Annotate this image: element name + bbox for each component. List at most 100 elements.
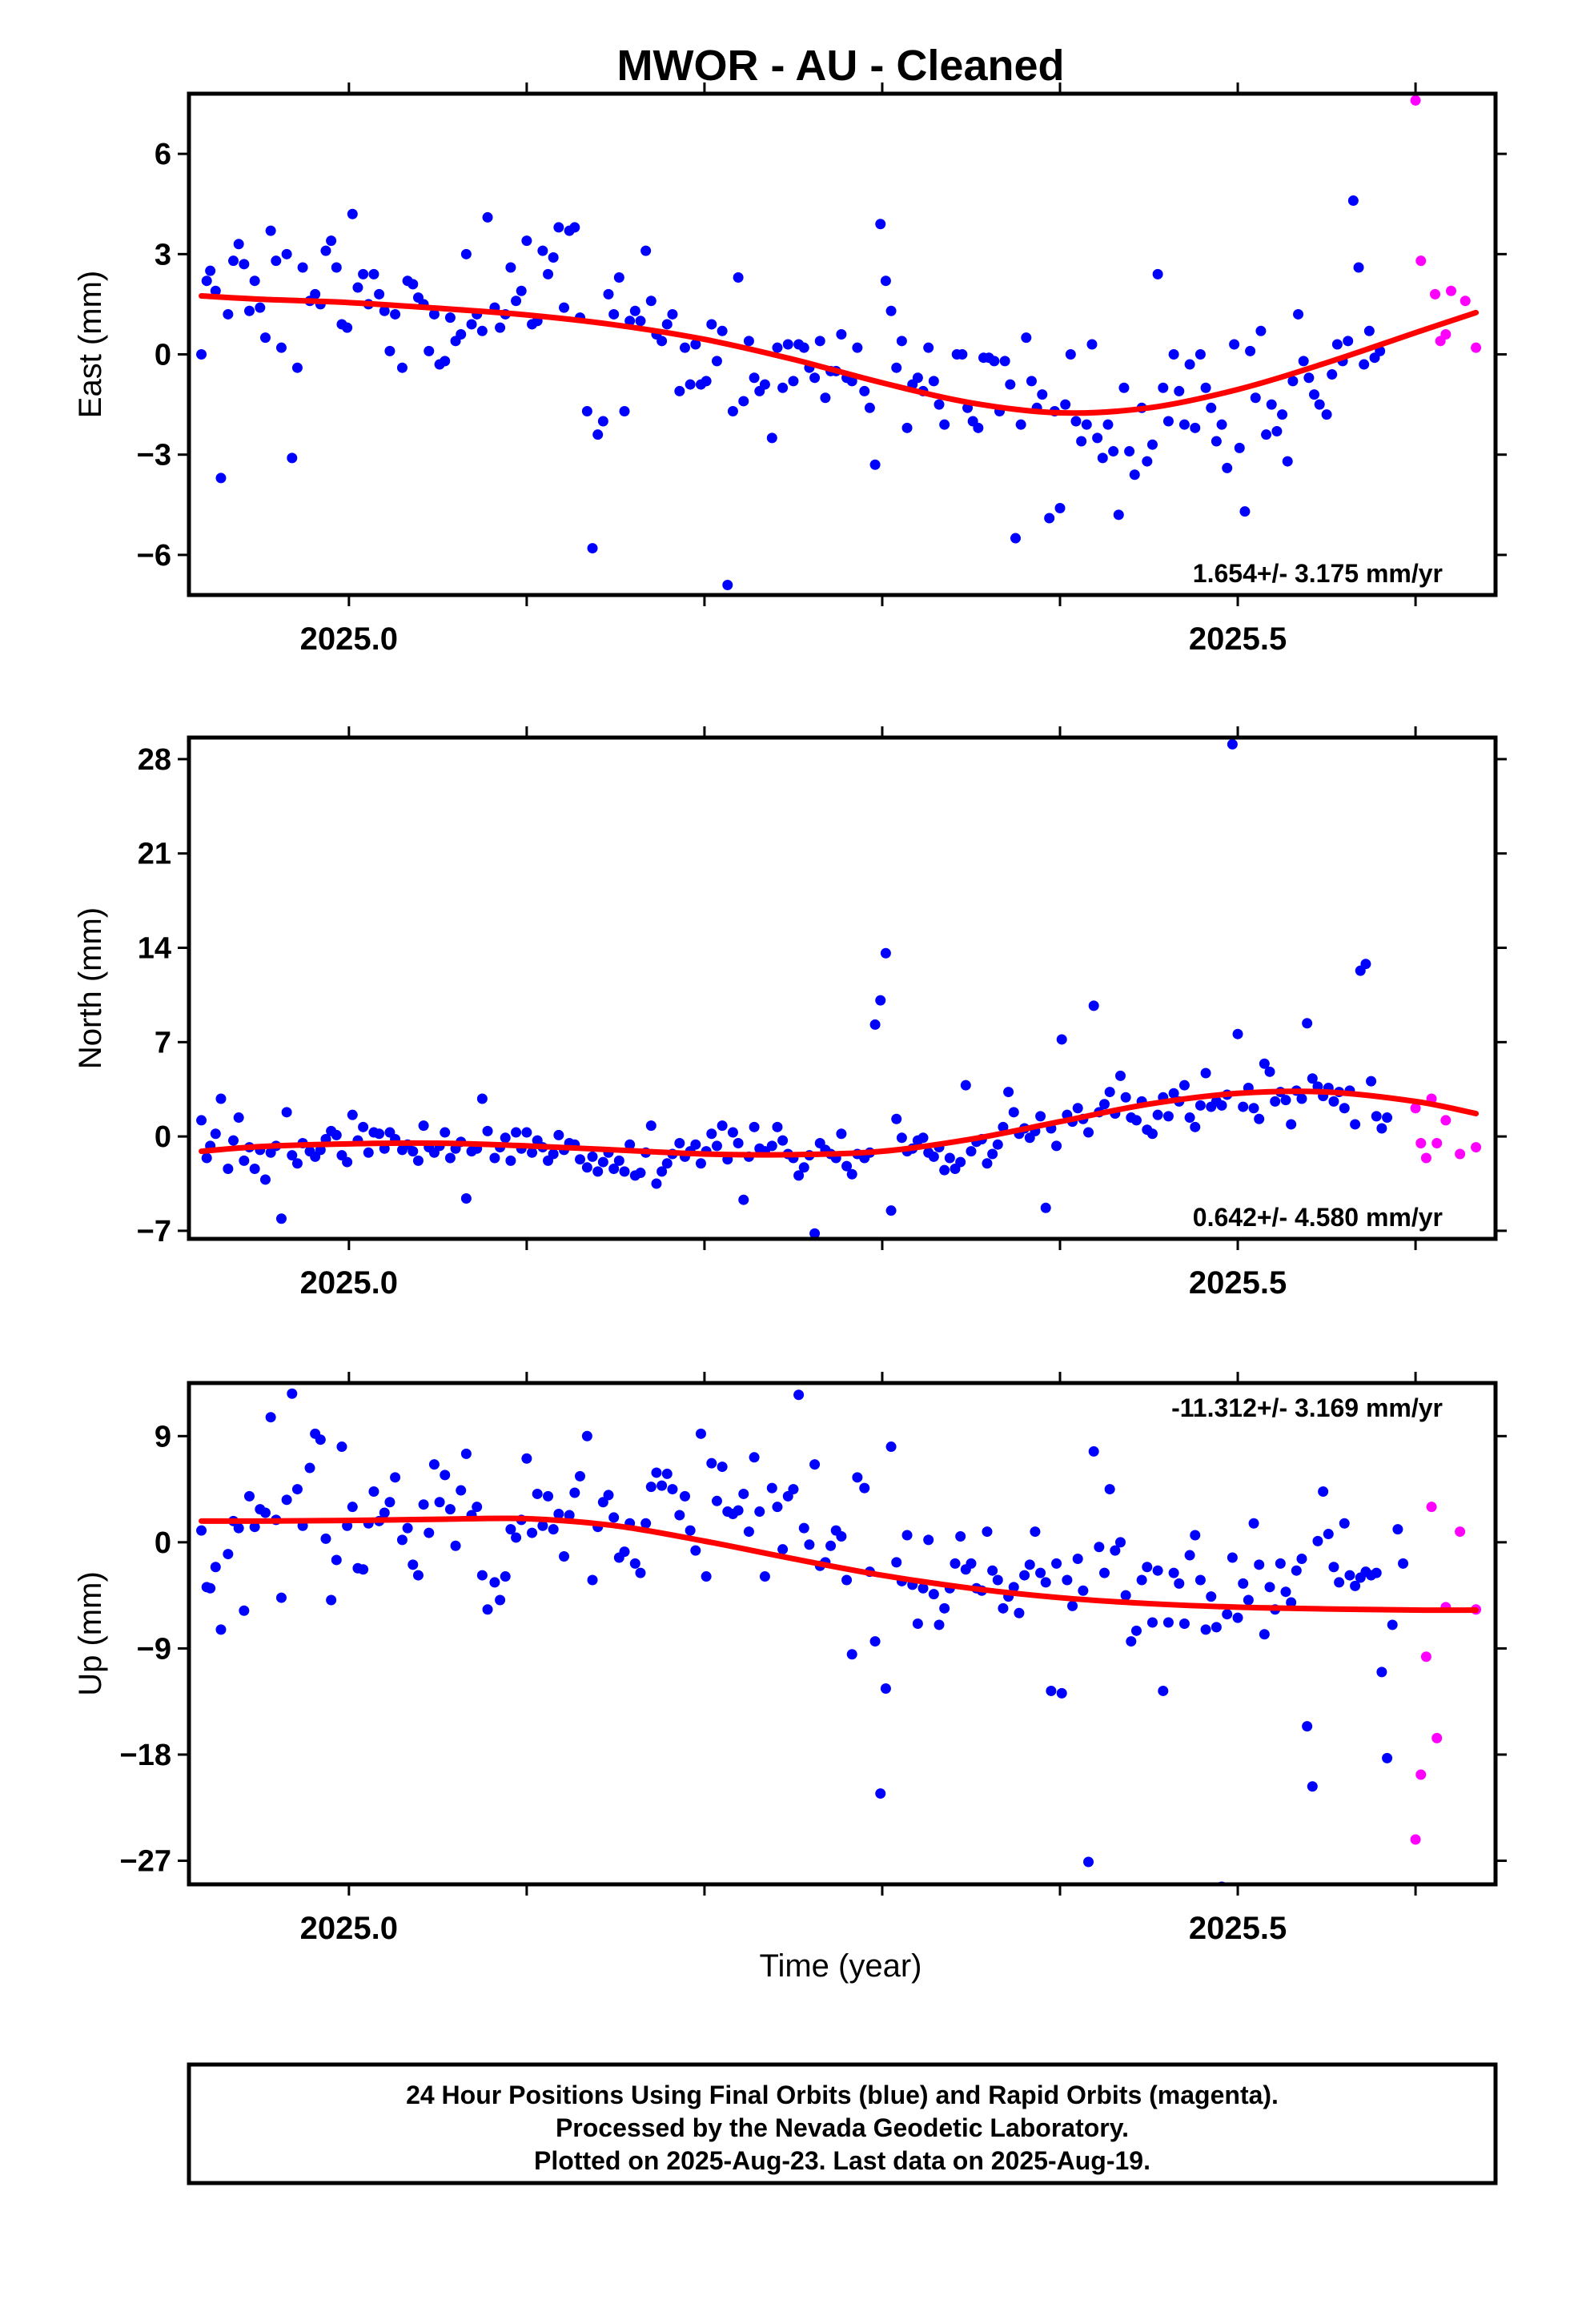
final-orbit-point [733,1505,744,1516]
final-orbit-point [955,1530,966,1542]
final-orbit-point [1146,1128,1158,1140]
final-orbit-point [1392,1524,1403,1535]
final-orbit-point [521,1127,532,1138]
final-orbit-point [749,1452,760,1463]
final-orbit-point [1008,1107,1019,1118]
final-orbit-point [482,1604,493,1615]
final-orbit-point [374,1128,385,1140]
final-orbit-point [1083,1127,1094,1138]
final-orbit-point [537,245,548,256]
final-orbit-point [717,325,728,336]
final-orbit-point [1248,1518,1259,1529]
final-orbit-point [711,356,722,367]
final-orbit-point [809,1459,821,1470]
final-orbit-point [635,1567,646,1578]
final-orbit-point [537,1520,548,1531]
final-orbit-point [1162,416,1174,427]
final-orbit-point [444,1152,456,1164]
final-orbit-point [635,316,646,327]
final-orbit-point [1270,1096,1281,1107]
final-orbit-point [553,1129,564,1140]
final-orbit-point [733,272,744,283]
final-orbit-point [358,1121,369,1132]
final-orbit-point [1088,1000,1099,1011]
final-orbit-point [901,1530,913,1541]
final-orbit-point [1238,1101,1249,1112]
final-orbit-point [1255,325,1267,336]
final-orbit-point [989,356,1000,367]
final-orbit-point [1044,513,1055,524]
final-orbit-point [1243,1594,1254,1606]
final-orbit-point [368,268,379,279]
final-orbit-point [749,372,760,384]
final-orbit-point [619,1546,630,1558]
final-orbit-point [408,1559,419,1570]
final-orbit-point [1065,349,1076,360]
final-orbit-point [619,405,630,416]
final-orbit-point [587,1151,598,1162]
final-orbit-point [1334,1577,1345,1588]
final-orbit-point [1264,1582,1275,1593]
final-orbit-point [1142,1562,1153,1573]
final-orbit-point [880,1683,891,1694]
footer-box [187,2062,1498,2185]
final-orbit-point [912,372,923,384]
final-orbit-point [1021,332,1032,344]
final-orbit-point [1250,392,1261,404]
final-orbit-point [358,1564,369,1575]
final-orbit-point [1072,1103,1083,1114]
final-orbit-point [1129,469,1140,480]
final-orbit-point [597,1156,608,1168]
final-orbit-point [287,1150,298,1161]
final-orbit-point [249,275,260,287]
x-tick-label: 2025.5 [1189,621,1287,657]
final-orbit-point [249,1522,260,1533]
final-orbit-point [690,1545,701,1556]
y-tick-label: −18 [120,1739,171,1772]
final-orbit-point [603,1490,614,1501]
final-orbit-point [1309,389,1320,400]
rapid-orbit-point [1415,1138,1427,1149]
final-orbit-point [521,235,532,247]
rapid-orbit-point [1445,285,1456,296]
final-orbit-point [1136,1574,1147,1586]
final-orbit-point [901,422,913,433]
final-orbit-point [957,349,968,360]
final-orbit-point [228,255,239,267]
final-orbit-point [239,1155,250,1166]
final-orbit-point [1206,402,1217,413]
final-orbit-point [505,1155,516,1166]
final-orbit-point [1174,1578,1185,1589]
final-orbit-point [651,1178,662,1189]
final-orbit-point [690,339,701,350]
final-orbit-point [1227,1552,1238,1563]
final-orbit-point [640,1518,652,1529]
final-orbit-point [998,1121,1009,1132]
final-orbit-point [1070,416,1082,427]
final-orbit-point [259,332,271,344]
final-orbit-point [532,1488,543,1499]
final-orbit-point [326,235,337,247]
rapid-orbit-point [1440,328,1452,340]
final-orbit-point [1108,446,1119,457]
final-orbit-point [223,308,234,320]
final-orbit-point [1168,349,1179,360]
final-orbit-point [934,399,945,410]
final-orbit-point [998,1602,1009,1614]
final-orbit-point [717,1462,728,1473]
final-orbit-point [1302,1721,1313,1732]
final-orbit-point [1363,325,1375,336]
final-orbit-point [690,1139,701,1150]
final-orbit-point [1360,959,1371,970]
y-tick-label: 3 [155,238,171,271]
final-orbit-point [966,1558,977,1569]
final-orbit-point [1328,1096,1339,1107]
final-orbit-point [836,328,847,340]
rapid-orbit-point [1410,94,1421,106]
velocity-label: -11.312+/- 3.169 mm/yr [1171,1393,1443,1422]
final-orbit-point [587,543,598,554]
final-orbit-point [440,356,451,367]
final-orbit-point [215,1624,227,1635]
final-orbit-point [281,248,292,259]
final-orbit-point [1216,1100,1227,1111]
